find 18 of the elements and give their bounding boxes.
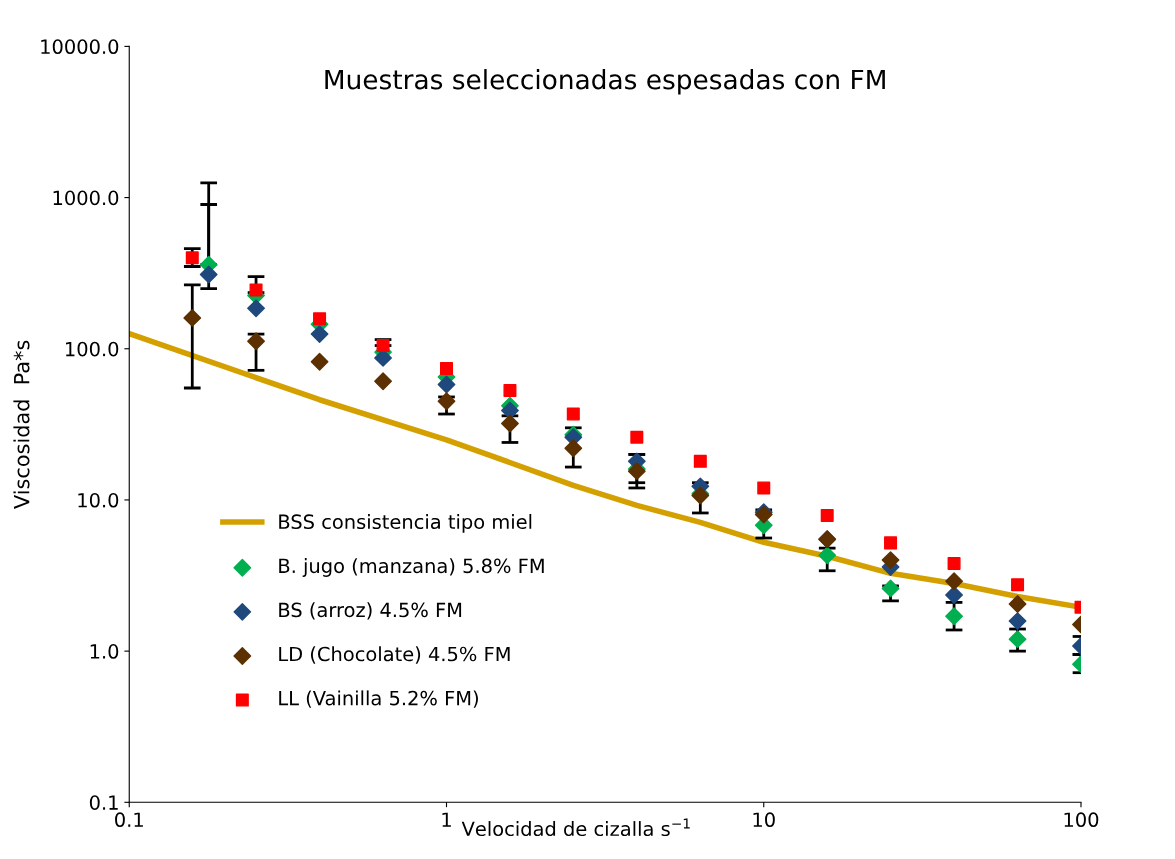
y-tick-label: 10.0 <box>78 492 119 508</box>
y-tick-label: 0.1 <box>89 795 118 810</box>
legend-label: B. jugo (manzana) 5.8% FM <box>279 558 544 577</box>
y-tick-label: 10000.0 <box>41 39 119 55</box>
text: Muestras seleccionadas espesadas con FM <box>325 69 885 95</box>
x-tick-label: 100 <box>1064 812 1099 828</box>
legend-label: LD (Chocolate) 4.5% FM <box>279 646 510 664</box>
y-tick-label: 100.0 <box>66 341 119 357</box>
legend-label: BSS consistencia tipo miel <box>279 514 532 533</box>
y-tick-label: 1.0 <box>90 644 119 659</box>
legend-label: LL (Vainilla 5.2% FM) <box>279 690 478 708</box>
legend-label: BS (arroz) 4.5% FM <box>279 602 462 620</box>
x-axis-title: Velocidad de cizalla s$^{−1}$ <box>461 818 690 837</box>
x-tick-label: 0.1 <box>115 812 143 828</box>
x-tick-label: 1 <box>442 812 451 827</box>
y-tick-label: 1000.0 <box>53 190 119 206</box>
y-axis-title: Viscosidad Pa*s <box>13 340 30 509</box>
x-tick-label: 10 <box>753 812 775 828</box>
